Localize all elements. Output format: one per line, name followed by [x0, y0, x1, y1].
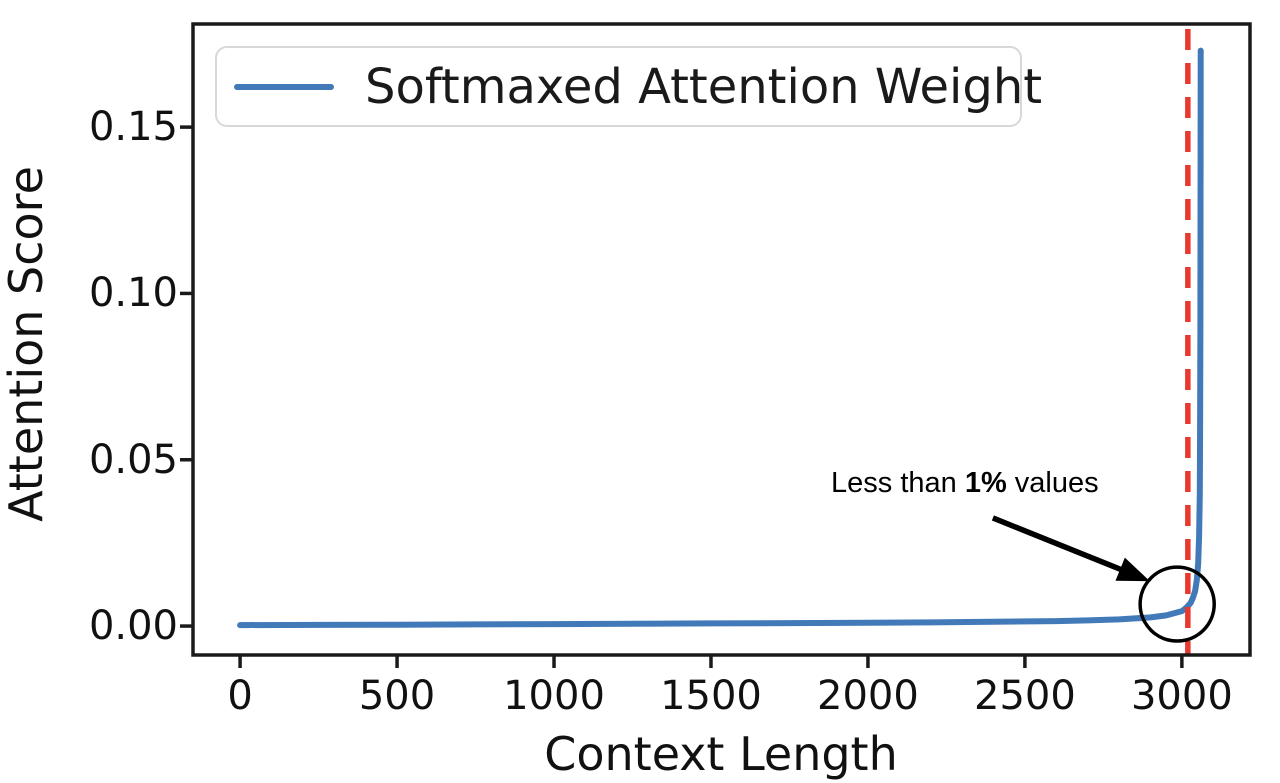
annotation-arrow-line	[991, 515, 1127, 574]
y-tick-label: 0.10	[88, 270, 178, 317]
y-axis-label: Attention Score	[0, 166, 53, 522]
x-tick-label: 2000	[817, 673, 919, 719]
x-tick-label: 1000	[503, 673, 605, 719]
y-tick-label: 0.00	[88, 603, 178, 650]
axes-spines	[191, 22, 1252, 657]
annotation-circle	[1138, 565, 1216, 643]
annotation-text: Less than 1% values	[831, 466, 1099, 500]
y-tick-label: 0.15	[88, 104, 178, 151]
x-tick-label: 500	[358, 673, 436, 719]
y-tick-label: 0.05	[88, 436, 178, 483]
annotation-text-prefix: Less than	[831, 467, 965, 499]
legend-label: Softmaxed Attention Weight	[365, 58, 1043, 115]
line-series-softmaxed-attention-weight	[237, 47, 1204, 629]
x-tick-label: 1500	[660, 673, 762, 719]
annotation-arrowhead-icon	[1115, 557, 1150, 582]
annotation-text-suffix: values	[1006, 467, 1099, 499]
legend: Softmaxed Attention Weight	[215, 46, 1042, 127]
x-tick-label: 2500	[974, 673, 1076, 719]
annotation-text-bold: 1%	[964, 467, 1007, 499]
x-tick-label: 3000	[1130, 673, 1233, 719]
legend-line-sample-icon	[234, 83, 334, 90]
x-axis-label: Context Length	[544, 727, 898, 781]
x-tick-label: 0	[227, 673, 253, 719]
